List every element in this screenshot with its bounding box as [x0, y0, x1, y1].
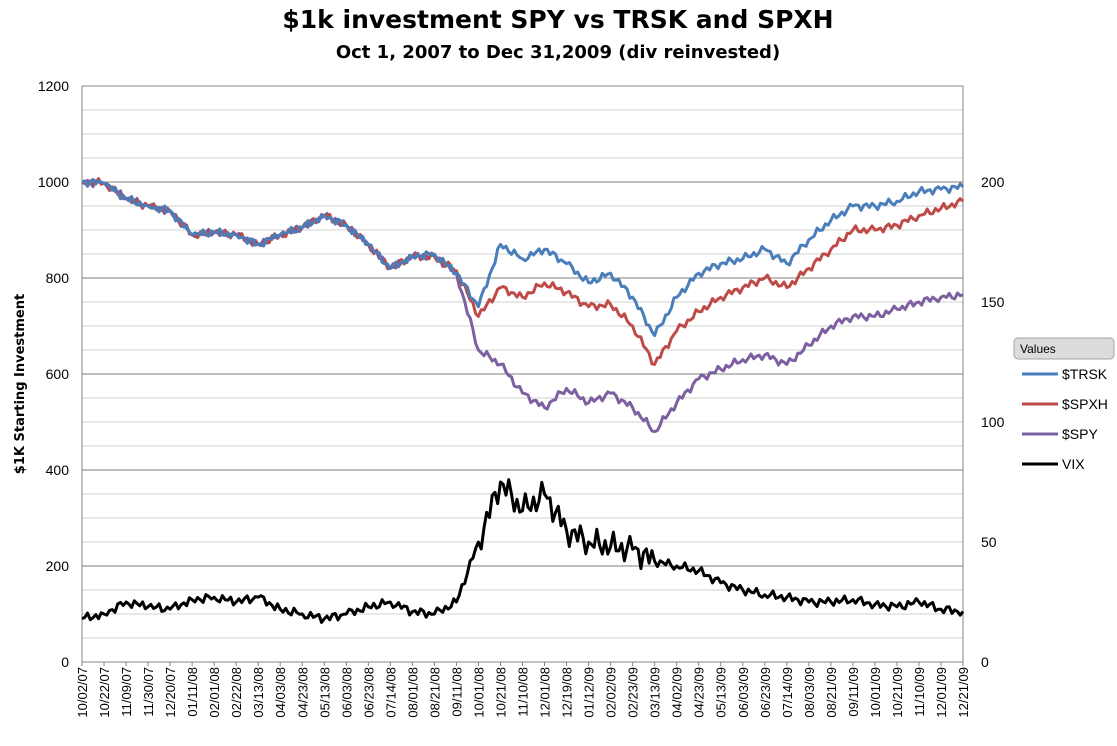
x-tick-label: 01/11/08 [185, 667, 200, 717]
x-tick-label: 02/23/09 [626, 667, 641, 718]
y-tick-label: 600 [46, 366, 70, 382]
x-tick-label: 10/21/09 [890, 667, 905, 718]
y-tick-label: 800 [46, 270, 70, 286]
x-tick-label: 04/02/09 [670, 667, 685, 718]
x-tick-label: 11/09/07 [119, 667, 134, 717]
x-tick-label: 10/02/07 [75, 667, 90, 718]
x-tick-label: 01/12/09 [582, 667, 597, 718]
x-tick-label: 04/03/08 [273, 667, 288, 718]
x-tick-label: 08/21/09 [824, 667, 839, 718]
legend-label: $TRSK [1062, 366, 1108, 382]
x-tick-label: 12/01/09 [934, 667, 949, 718]
y2-tick-label: 50 [981, 534, 997, 550]
x-tick-label: 02/22/08 [229, 667, 244, 718]
x-tick-label: 09/11/08 [449, 667, 464, 717]
x-tick-label: 04/23/08 [295, 667, 310, 718]
series-line-vix [81, 478, 965, 624]
chart-subtitle: Oct 1, 2007 to Dec 31,2009 (div reinvest… [336, 42, 780, 63]
x-tick-label: 10/22/07 [97, 667, 112, 718]
x-tick-label: 07/14/09 [780, 667, 795, 718]
x-tick-label: 11/30/07 [141, 667, 156, 717]
x-tick-label: 05/13/09 [714, 667, 729, 718]
x-tick-label: 09/11/09 [846, 667, 861, 717]
x-tick-label: 11/10/08 [516, 667, 531, 717]
legend-title: Values [1020, 342, 1056, 356]
y-axis-label: $1K Starting Investment [13, 294, 28, 474]
x-tick-label: 08/21/08 [427, 667, 442, 718]
x-tick-label: 06/03/09 [736, 667, 751, 718]
x-tick-label: 08/03/09 [802, 667, 817, 718]
legend-header-box[interactable] [1013, 337, 1115, 360]
x-tick-label: 12/21/09 [956, 667, 971, 718]
x-tick-label: 06/03/08 [339, 667, 354, 718]
x-axis-ticks: 10/02/07 10/22/07 11/09/07 11/30/07 12/20/07… [75, 662, 971, 718]
y-tick-label: 1200 [38, 78, 69, 94]
x-tick-label: 08/01/08 [405, 667, 420, 718]
y2-axis-ticks: 0 50 100 150 200 [981, 174, 1005, 670]
x-tick-label: 04/23/09 [692, 667, 707, 718]
x-tick-label: 12/20/07 [163, 667, 178, 718]
x-tick-label: 06/23/08 [361, 667, 376, 718]
x-tick-label: 12/19/08 [560, 667, 575, 718]
x-tick-label: 03/13/09 [648, 667, 663, 718]
x-tick-label: 10/21/08 [493, 667, 508, 718]
legend-label: $SPXH [1062, 396, 1108, 412]
y2-tick-label: 100 [981, 414, 1005, 430]
y2-tick-label: 200 [981, 174, 1005, 190]
x-tick-label: 02/02/09 [604, 667, 619, 718]
x-tick-label: 06/23/09 [758, 667, 773, 718]
legend-label: $SPY [1062, 426, 1098, 442]
series-line-trsk [81, 178, 965, 338]
y2-tick-label: 150 [981, 294, 1005, 310]
series-group [81, 177, 965, 624]
x-tick-label: 12/01/08 [538, 667, 553, 718]
y-tick-label: 1000 [38, 174, 69, 190]
x-tick-label: 05/13/08 [317, 667, 332, 718]
x-tick-label: 02/01/08 [207, 667, 222, 718]
legend-label: VIX [1062, 456, 1085, 472]
x-tick-label: 03/13/08 [251, 667, 266, 718]
legend: Values $TRSK $SPXH $SPY VIX [1013, 337, 1115, 472]
x-tick-label: 07/14/08 [383, 667, 398, 718]
y-tick-label: 200 [46, 558, 70, 574]
y-tick-label: 400 [46, 462, 70, 478]
y-tick-label: 0 [61, 654, 69, 670]
chart-title: $1k investment SPY vs TRSK and SPXH [282, 5, 833, 34]
gridlines [82, 85, 963, 663]
y-axis-ticks: 0 200 400 600 800 1000 1200 [38, 78, 69, 670]
x-tick-label: 10/01/09 [868, 667, 883, 718]
x-tick-label: 10/01/08 [471, 667, 486, 718]
x-tick-label: 11/10/09 [912, 667, 927, 717]
y2-tick-label: 0 [981, 654, 989, 670]
